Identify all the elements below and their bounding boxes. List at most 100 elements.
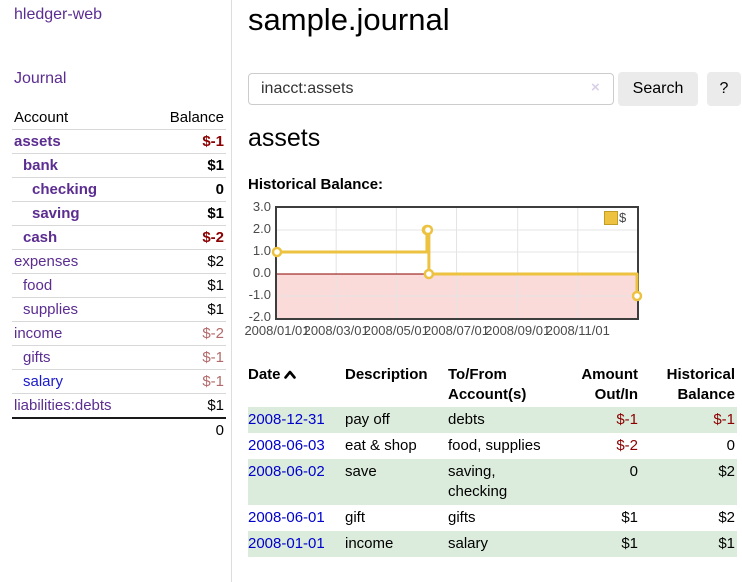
register-cell-balance: $2 — [718, 463, 735, 480]
account-link[interactable]: food — [23, 277, 53, 294]
register-cell-accounts: debts — [448, 411, 485, 428]
accounts-total-value: 0 — [12, 417, 226, 442]
account-cell: salary — [12, 369, 149, 394]
account-balance: $1 — [148, 273, 226, 298]
register-header-balance: Historical Balance — [666, 366, 735, 403]
accounts-header-balance: Balance — [148, 106, 226, 130]
register-row: 2008-06-02 save saving, checking 0 $2 — [248, 459, 737, 505]
sidebar: hledger-web Journal Account Balance asse… — [0, 0, 232, 582]
y-axis-tick-label: -1.0 — [248, 287, 271, 302]
account-balance: $-1 — [148, 129, 226, 154]
account-row: supplies $1 — [12, 297, 226, 322]
account-link[interactable]: checking — [32, 181, 98, 198]
accounts-tree-body: assets $-1 bank $1 checking 0 saving $1 cash $-2 e… — [12, 129, 226, 419]
account-cell: food — [12, 273, 149, 298]
account-link[interactable]: cash — [23, 229, 58, 246]
account-link[interactable]: income — [14, 325, 63, 342]
account-cell: saving — [12, 201, 149, 226]
transaction-date-link[interactable]: 2008-01-01 — [248, 535, 325, 552]
register-cell-amount: $-1 — [616, 411, 638, 428]
legend-label: $ — [619, 210, 627, 225]
x-axis-tick-label: 2008/09/01 — [485, 323, 551, 338]
account-link[interactable]: salary — [23, 373, 64, 390]
account-balance: $-1 — [148, 345, 226, 370]
register-cell-accounts: saving, checking — [448, 463, 508, 500]
register-cell-balance: $-1 — [713, 411, 735, 428]
account-row: income $-2 — [12, 321, 226, 346]
register-body: 2008-12-31 pay off debts $-1 $-1 2008-06-03 ea… — [248, 407, 737, 557]
register-cell-description: eat & shop — [345, 437, 417, 454]
register-cell-description: pay off — [345, 411, 390, 428]
account-row: salary $-1 — [12, 369, 226, 394]
search-input[interactable] — [248, 73, 614, 105]
account-link[interactable]: assets — [14, 133, 61, 150]
page-title: sample.journal — [248, 2, 450, 37]
register-header-amount: Amount Out/In — [581, 366, 638, 403]
account-cell: supplies — [12, 297, 149, 322]
sort-asc-icon — [283, 370, 296, 379]
help-button[interactable]: ? — [707, 72, 741, 106]
register-table: Date Description To/From Account(s) Amou… — [248, 363, 737, 557]
account-row: liabilities:debts $1 — [12, 394, 226, 419]
account-cell: assets — [12, 129, 149, 154]
account-row: assets $-1 — [12, 129, 226, 154]
account-link[interactable]: expenses — [14, 253, 79, 270]
y-axis-tick-label: 2.0 — [252, 221, 271, 236]
account-cell: income — [12, 321, 149, 346]
clear-search-icon[interactable]: × — [591, 79, 600, 96]
account-link[interactable]: supplies — [23, 301, 79, 318]
balance-chart-plot — [271, 206, 643, 320]
y-axis-tick-label: 3.0 — [252, 199, 271, 214]
transaction-date-link[interactable]: 2008-06-03 — [248, 437, 325, 454]
register-cell-amount: $1 — [621, 509, 638, 526]
register-cell-balance: 0 — [726, 437, 735, 454]
accounts-header-row: Account Balance — [12, 106, 226, 130]
register-cell-description: income — [345, 535, 394, 552]
chart-legend: $ — [604, 210, 626, 225]
account-row: food $1 — [12, 273, 226, 298]
account-cell: bank — [12, 153, 149, 178]
account-link[interactable]: bank — [23, 157, 59, 174]
account-cell: gifts — [12, 345, 149, 370]
account-cell: liabilities:debts — [12, 394, 148, 419]
accounts-total-row: 0 — [12, 417, 226, 442]
account-balance: 0 — [148, 177, 226, 202]
account-row: checking 0 — [12, 177, 226, 202]
x-axis-tick-label: 2008/11/01 — [545, 323, 610, 338]
x-axis-tick-label: 2008/03/01 — [303, 323, 369, 338]
sidebar-item-journal[interactable]: Journal — [14, 70, 67, 87]
x-axis-tick-label: 2008/07/01 — [423, 323, 490, 338]
transaction-date-link[interactable]: 2008-06-02 — [248, 463, 325, 480]
account-row: bank $1 — [12, 153, 226, 178]
account-row: cash $-2 — [12, 225, 226, 250]
account-balance: $1 — [207, 397, 224, 414]
account-balance: $1 — [148, 297, 226, 322]
register-row: 2008-12-31 pay off debts $-1 $-1 — [248, 407, 737, 433]
register-cell-description: save — [345, 463, 377, 480]
accounts-header-account: Account — [12, 106, 149, 130]
account-balance: $1 — [148, 153, 226, 178]
account-row: expenses $2 — [12, 249, 226, 274]
register-header-accounts: To/From Account(s) — [448, 366, 527, 403]
search-button[interactable]: Search — [618, 72, 698, 106]
account-link[interactable]: gifts — [23, 349, 51, 366]
register-header-date-label: Date — [248, 366, 281, 383]
app-brand-link[interactable]: hledger-web — [14, 6, 103, 23]
transaction-date-link[interactable]: 2008-12-31 — [248, 411, 325, 428]
y-axis-tick-label: 0.0 — [252, 265, 271, 280]
account-cell: expenses — [12, 249, 149, 274]
account-balance: $-2 — [148, 321, 226, 346]
account-cell: checking — [12, 177, 149, 202]
y-axis-tick-label: 1.0 — [252, 243, 271, 258]
register-cell-amount: $-2 — [616, 437, 638, 454]
x-axis-tick-label: 2008/01/01 — [244, 323, 310, 338]
y-axis-tick-label: -2.0 — [248, 309, 271, 324]
register-header-date[interactable]: Date — [248, 363, 345, 407]
account-balance: $-1 — [148, 369, 226, 394]
account-balance: $-2 — [148, 225, 226, 250]
transaction-date-link[interactable]: 2008-06-01 — [248, 509, 325, 526]
account-balance: $2 — [148, 249, 226, 274]
account-link[interactable]: liabilities:debts — [14, 397, 112, 414]
register-cell-balance: $2 — [718, 509, 735, 526]
account-link[interactable]: saving — [32, 205, 80, 222]
